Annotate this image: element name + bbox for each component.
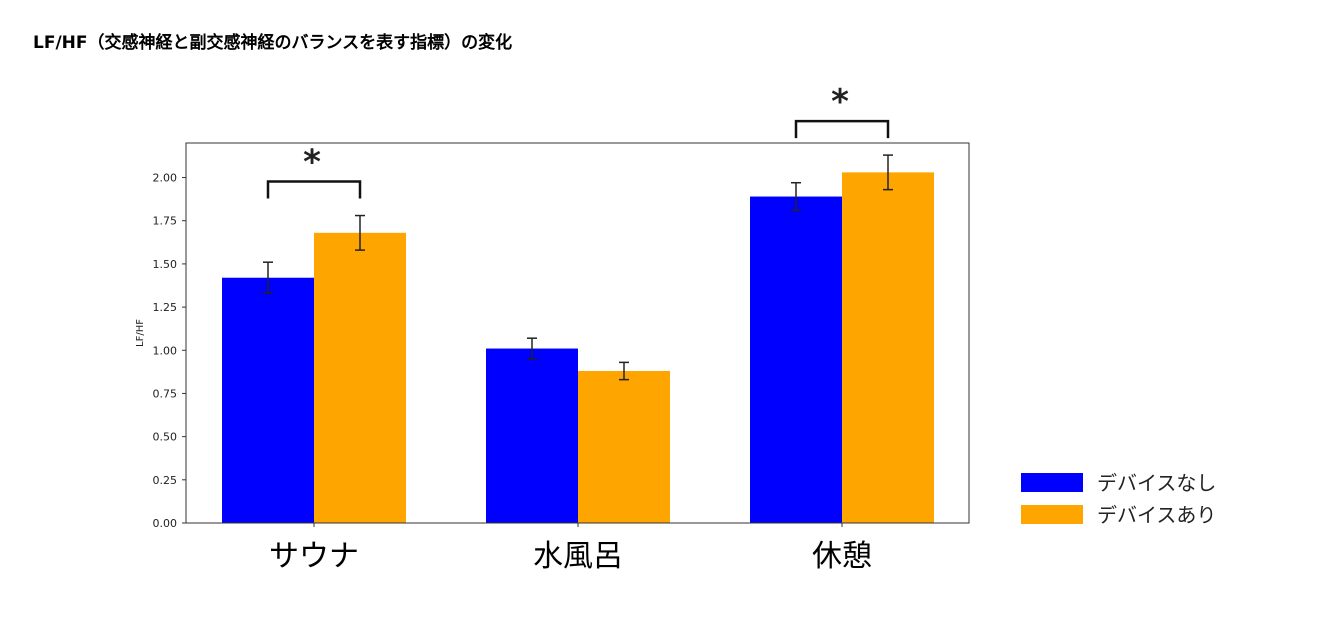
bar-without-device-2 — [750, 196, 842, 523]
bar-without-device-0 — [222, 277, 314, 523]
y-tick-label-6: 1.50 — [153, 258, 178, 271]
y-tick-label-7: 1.75 — [153, 215, 178, 228]
y-axis-label: LF/HF — [135, 319, 146, 347]
legend-swatch-0 — [1021, 473, 1083, 492]
y-tick-label-4: 1.00 — [153, 344, 178, 357]
category-label-0: サウナ — [269, 539, 359, 574]
significance-mark-1: * — [831, 82, 849, 122]
y-tick-label-2: 0.50 — [153, 431, 178, 444]
legend-swatch-1 — [1021, 505, 1083, 524]
significance-bracket-0 — [266, 180, 362, 199]
category-label-1: 水風呂 — [533, 539, 623, 574]
page-title: LF/HF（交感神経と副交感神経のバランスを表す指標）の変化 — [33, 33, 513, 53]
bar-with-device-0 — [314, 232, 406, 523]
y-tick-label-1: 0.25 — [153, 474, 178, 487]
y-tick-label-8: 2.00 — [153, 172, 178, 185]
legend-label-0: デバイスなし — [1097, 471, 1216, 495]
significance-bracket-1 — [794, 119, 890, 139]
bar-with-device-2 — [842, 172, 934, 523]
y-tick-label-3: 0.75 — [153, 387, 178, 400]
y-tick-label-5: 1.25 — [153, 301, 178, 314]
category-label-2: 休憩 — [812, 539, 872, 574]
bar-without-device-1 — [486, 348, 578, 523]
legend-label-1: デバイスあり — [1097, 503, 1216, 527]
bar-with-device-1 — [578, 371, 670, 523]
significance-mark-0: * — [303, 143, 321, 183]
y-tick-label-0: 0.00 — [153, 517, 178, 530]
